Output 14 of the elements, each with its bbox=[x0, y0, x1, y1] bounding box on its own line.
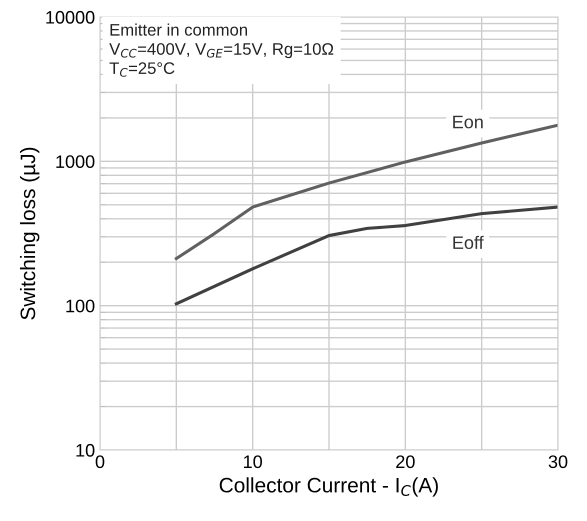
series-label: Eoff bbox=[453, 236, 484, 250]
y-tick-label: 10 bbox=[76, 444, 94, 457]
x-tick-label: 0 bbox=[96, 455, 104, 468]
x-tick-label: 30 bbox=[548, 455, 568, 468]
y-axis-title: Switching loss (µJ) bbox=[20, 148, 40, 320]
y-tick-label: 10000 bbox=[46, 10, 94, 24]
y-tick-label: 1000 bbox=[56, 155, 94, 168]
y-tick-label: 100 bbox=[66, 300, 94, 312]
series-label: Eon bbox=[453, 116, 483, 128]
x-axis-title: Collector Current - I$_{C}$(A) bbox=[220, 477, 438, 497]
x-tick-label: 20 bbox=[396, 455, 415, 468]
x-tick-label: 10 bbox=[244, 455, 262, 468]
text: Emitter in common V$_{CC}$=400V, V$_{GE}$=15V, Rg=10Ω T$_{C}$=25°C bbox=[109, 23, 334, 77]
line-series bbox=[174, 206, 558, 306]
